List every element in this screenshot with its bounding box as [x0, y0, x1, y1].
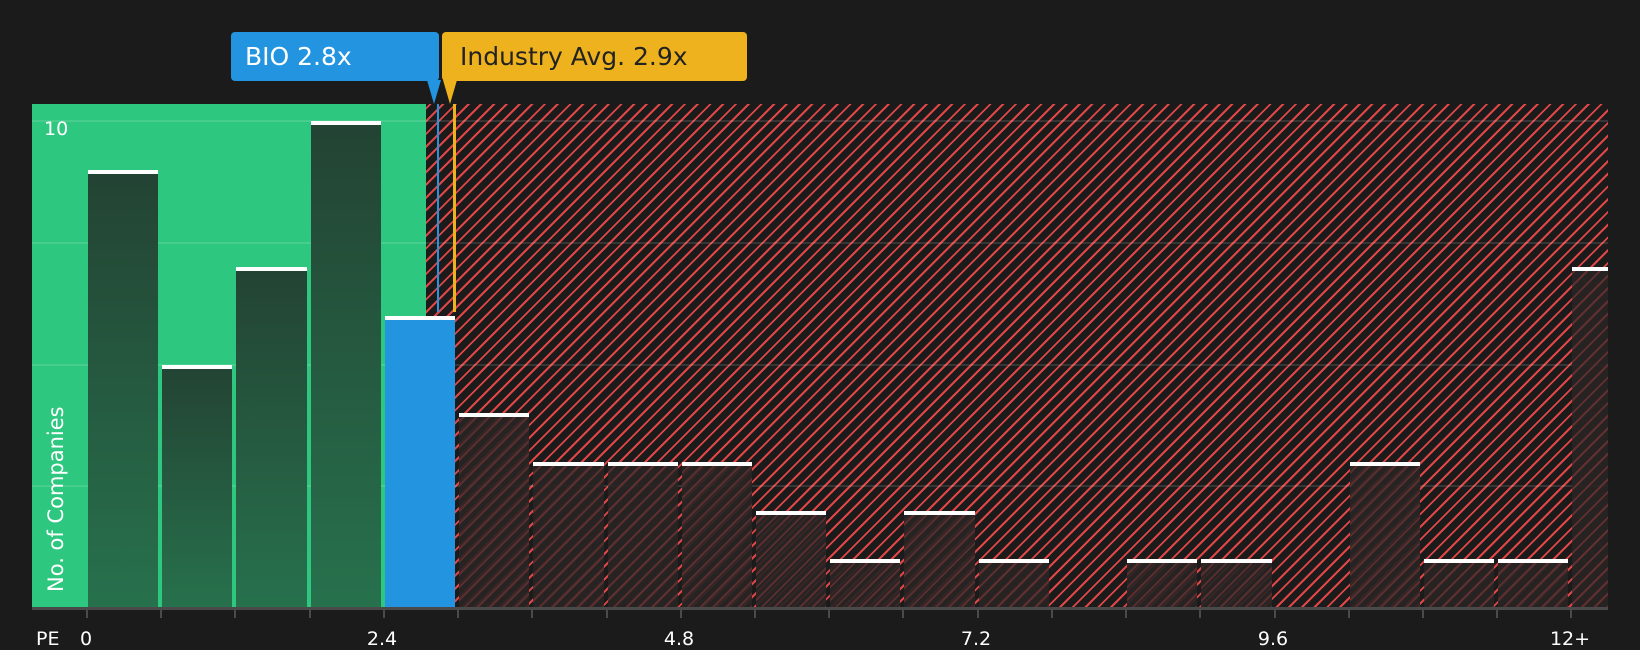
y-tick-10: 10 [44, 118, 69, 140]
x-tick-mark [1199, 609, 1202, 618]
x-tick-mark [1496, 609, 1499, 618]
histogram-bar [1572, 267, 1608, 608]
x-tick-mark [1421, 609, 1424, 618]
bar-cap [1572, 267, 1608, 272]
histogram-bar [236, 267, 307, 608]
x-tick-mark [457, 609, 460, 618]
bar-cap [88, 169, 159, 174]
histogram-bar [1127, 559, 1198, 608]
plot-area: 10 [32, 104, 1608, 608]
x-tick-mark [679, 609, 682, 618]
x-tick-mark [753, 609, 756, 618]
histogram-bar [607, 461, 678, 608]
bar-cap [1349, 461, 1420, 466]
bar-cap [904, 510, 975, 515]
bar-cap [1423, 559, 1495, 564]
industry-avg-label: Industry Avg. 2.9x [460, 42, 688, 71]
industry-callout-pointer-icon [443, 80, 457, 104]
x-tick-mark [1273, 609, 1276, 618]
x-tick-mark [86, 609, 88, 618]
bar-cap [236, 267, 307, 272]
bar-cap [1201, 559, 1272, 564]
x-tick-label: 0 [79, 628, 93, 650]
x-tick-mark [308, 609, 311, 618]
histogram-bar [533, 461, 604, 608]
bar-cap [607, 461, 678, 466]
bar-cap [533, 461, 604, 466]
x-axis-name: PE [36, 628, 60, 650]
bar-cap [681, 461, 752, 466]
histogram-bar [904, 510, 975, 608]
company-pe-label: BIO 2.8x [245, 42, 352, 71]
x-tick-mark [531, 609, 534, 618]
x-tick-label: 2.4 [366, 628, 398, 650]
gridline [32, 120, 1608, 122]
bar-cap [310, 121, 381, 125]
x-tick-mark [1347, 609, 1350, 618]
x-tick-mark [1050, 609, 1053, 618]
x-tick-mark [605, 609, 608, 618]
histogram-bar [755, 510, 827, 608]
bar-cap [755, 510, 827, 515]
industry-marker-line [452, 104, 456, 312]
histogram-bar [978, 559, 1049, 608]
x-tick-label: 9.6 [1257, 628, 1289, 650]
y-axis-label: No. of Companies [44, 406, 68, 592]
x-tick-mark [382, 609, 385, 618]
bar-cap [1127, 559, 1198, 564]
histogram-bar [1423, 559, 1495, 608]
histogram-bar [1349, 461, 1420, 608]
histogram-bar [162, 364, 233, 608]
histogram-bar [88, 169, 159, 608]
x-tick-mark [1125, 609, 1128, 618]
histogram-bar [830, 559, 901, 608]
company-callout-pointer-icon [427, 80, 441, 104]
x-tick-mark [902, 609, 905, 618]
x-tick-mark [976, 609, 979, 618]
x-tick-mark [1570, 609, 1573, 618]
x-tick-mark [234, 609, 237, 618]
histogram-bar [1201, 559, 1272, 608]
x-tick-mark [160, 609, 163, 618]
industry-avg-callout: Industry Avg. 2.9x [442, 32, 747, 81]
x-tick-mark [828, 609, 831, 618]
histogram-bar [459, 413, 530, 608]
bar-cap [384, 315, 456, 320]
company-pe-callout: BIO 2.8x [231, 32, 439, 81]
company-marker-line [437, 104, 440, 312]
company-bar [384, 315, 456, 608]
bar-cap [162, 364, 233, 369]
x-tick-label: 7.2 [960, 628, 992, 650]
x-tick-label: 4.8 [663, 628, 695, 650]
bar-cap [459, 413, 530, 418]
histogram-bar [1498, 559, 1569, 608]
bar-cap [830, 559, 901, 564]
bar-cap [978, 559, 1049, 564]
gridline [32, 241, 1608, 244]
gridline [32, 363, 1608, 366]
bar-cap [1498, 559, 1569, 564]
gridline [32, 485, 1608, 488]
x-tick-label: 12+ [1549, 628, 1591, 650]
x-axis-line [32, 607, 1608, 610]
histogram-bar [310, 121, 381, 608]
histogram-bar [681, 461, 752, 608]
